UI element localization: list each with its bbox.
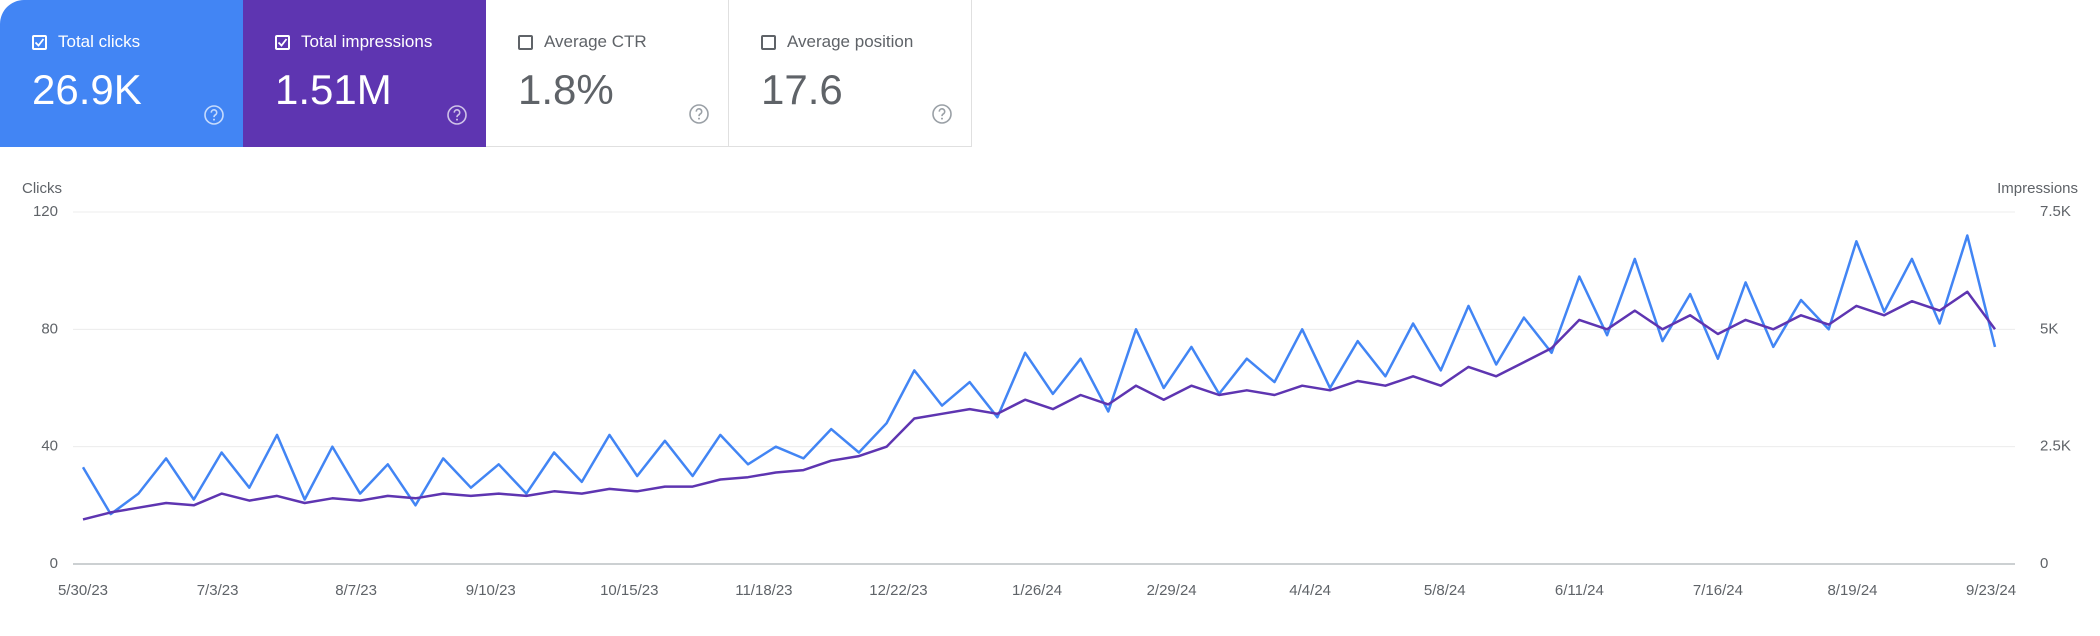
x-tick-label: 10/15/23 (600, 582, 658, 599)
x-tick-label: 8/19/24 (1827, 582, 1877, 599)
checkbox[interactable] (275, 35, 290, 50)
metric-value: 1.8% (518, 66, 614, 113)
help-glyph (204, 105, 224, 125)
x-tick-label: 5/30/23 (58, 582, 108, 599)
check-mark (34, 38, 45, 47)
x-tick-label: 7/16/24 (1693, 582, 1743, 599)
series-line (81, 234, 1997, 516)
x-tick-label: 12/22/23 (869, 582, 927, 599)
y2-tick-label: 5K (2040, 320, 2058, 337)
y2-tick-label: 7.5K (2040, 203, 2071, 220)
checkbox[interactable] (518, 35, 533, 50)
metric-card[interactable]: Total impressions 1.51M (243, 0, 486, 147)
y-tick-label: 40 (41, 438, 58, 455)
x-tick-label: 1/26/24 (1012, 582, 1062, 599)
metric-value: 17.6 (761, 66, 843, 113)
metric-value: 1.51M (275, 66, 392, 113)
y2-tick-label: 0 (2040, 555, 2048, 572)
metric-label: Average position (787, 32, 914, 51)
metric-card[interactable]: Average CTR 1.8% (486, 0, 729, 147)
y-tick-label: 80 (41, 320, 58, 337)
help-glyph (932, 104, 952, 124)
y2-tick-label: 2.5K (2040, 438, 2071, 455)
help-glyph (447, 105, 467, 125)
checkbox[interactable] (32, 35, 47, 50)
x-tick-label: 11/18/23 (735, 582, 792, 599)
help-icon[interactable] (446, 104, 468, 131)
x-tick-label: 9/10/23 (466, 582, 516, 599)
x-tick-label: 7/3/23 (197, 582, 239, 599)
metric-label: Average CTR (544, 32, 647, 51)
metric-cards: Total clicks 26.9K Total impressions 1.51M A… (0, 0, 972, 147)
checkbox[interactable] (761, 35, 776, 50)
y-tick-label: 0 (50, 555, 58, 572)
metric-label: Total impressions (301, 32, 433, 51)
chart: Clicks Impressions 0 40 80 120 0 2.5K 5K 7.5K 5/… (22, 180, 2078, 599)
metric-label: Total clicks (58, 32, 141, 51)
help-icon[interactable] (688, 103, 710, 130)
metric-card[interactable]: Total clicks 26.9K (0, 0, 243, 147)
y-axis-title: Clicks (22, 180, 62, 197)
help-glyph (689, 104, 709, 124)
x-tick-label: 5/8/24 (1424, 582, 1466, 599)
metric-card[interactable]: Average position 17.6 (729, 0, 972, 147)
check-mark (277, 38, 288, 47)
help-icon[interactable] (203, 104, 225, 131)
x-tick-label: 8/7/23 (335, 582, 377, 599)
x-tick-label: 6/11/24 (1555, 582, 1604, 599)
series-line (82, 290, 1997, 521)
x-tick-label: 4/4/24 (1289, 582, 1331, 599)
x-tick-label: 2/29/24 (1147, 582, 1197, 599)
help-icon[interactable] (931, 103, 953, 130)
y2-axis-title: Impressions (1997, 180, 2078, 197)
metric-value: 26.9K (32, 66, 142, 113)
y-tick-label: 120 (33, 203, 58, 220)
x-tick-label: 9/23/24 (1966, 582, 2016, 599)
